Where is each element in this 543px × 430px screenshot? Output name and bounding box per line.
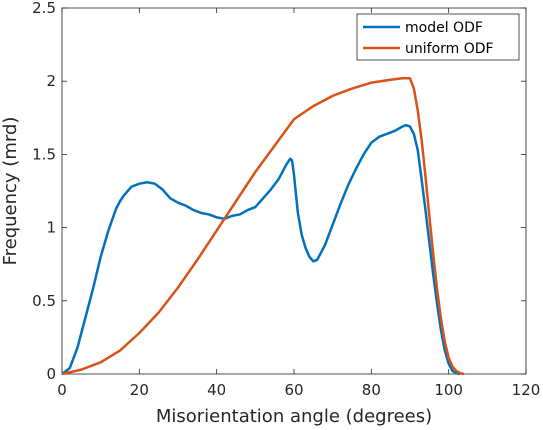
series-line-uniform-odf	[61, 77, 465, 376]
x-tick-label: 20	[130, 381, 149, 399]
x-tick-label: 80	[362, 381, 381, 399]
y-axis-label: Frequency (mrd)	[0, 117, 21, 266]
y-tick-label: 0	[46, 365, 56, 383]
plot-area	[61, 7, 527, 375]
legend-box	[356, 13, 520, 61]
y-axis-ticks: 0 0.5 1 1.5 2 2.5	[32, 0, 526, 383]
y-tick-label: 0.5	[32, 292, 56, 310]
y-tick-label: 1.5	[32, 145, 56, 163]
y-tick-label: 1	[46, 219, 56, 237]
x-axis-label: Misorientation angle (degrees)	[156, 406, 432, 427]
legend-label-model-odf: model ODF	[405, 20, 483, 36]
series-line-model-odf	[61, 123, 461, 376]
legend-label-uniform-odf: uniform ODF	[405, 41, 494, 57]
x-tick-label: 40	[207, 381, 226, 399]
legend: model ODF uniform ODF	[356, 13, 520, 61]
x-tick-label: 100	[434, 381, 463, 399]
x-tick-label: 0	[57, 381, 67, 399]
x-axis-ticks: 0 20 40 60 80 100 120	[57, 8, 540, 399]
y-tick-label: 2.5	[32, 0, 56, 17]
series-layer	[61, 77, 465, 376]
y-tick-label: 2	[46, 72, 56, 90]
x-tick-label: 120	[512, 381, 541, 399]
x-tick-label: 60	[284, 381, 303, 399]
